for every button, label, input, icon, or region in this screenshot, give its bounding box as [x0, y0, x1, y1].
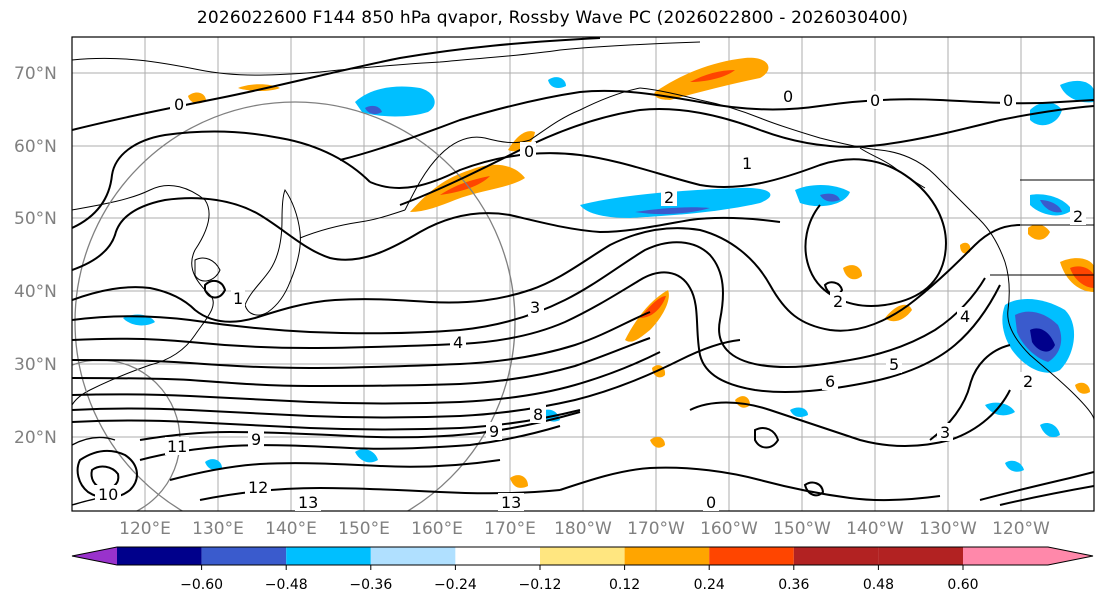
- colorbar-segment: [286, 547, 371, 565]
- lon-label: 140°W: [846, 519, 904, 539]
- colorbar-segment: [455, 547, 540, 565]
- contour-label: 9: [489, 422, 499, 441]
- colorbar-segment: [878, 547, 963, 565]
- colorbar-tick-label: −0.36: [349, 577, 392, 593]
- lon-label: 160°W: [700, 519, 758, 539]
- colorbar-segment: [370, 547, 456, 565]
- contour-label: 13: [501, 493, 521, 512]
- longitude-labels: 120°E 130°E 140°E 150°E 160°E 170°E 180°…: [119, 519, 1050, 539]
- lon-label: 170°E: [484, 519, 536, 539]
- lat-label: 70°N: [14, 64, 57, 84]
- contour-label: 2: [664, 188, 674, 207]
- colorbar: −0.60 −0.48 −0.36 −0.24 −0.12 0.12 0.24 …: [71, 546, 1094, 593]
- colorbar-tick-label: −0.48: [265, 577, 308, 593]
- colorbar-tick-label: −0.24: [434, 577, 477, 593]
- colorbar-tick-label: 0.12: [609, 577, 640, 593]
- reference-circle: [74, 101, 516, 511]
- colorbar-ticks: [201, 565, 964, 570]
- contour-label: 0: [524, 142, 534, 161]
- lon-label: 120°W: [992, 519, 1050, 539]
- colorbar-segment: [624, 547, 710, 565]
- colorbar-left-extension: [72, 547, 117, 565]
- lon-label: 150°W: [773, 519, 831, 539]
- lon-label: 160°E: [411, 519, 463, 539]
- contour-label: 5: [889, 355, 899, 374]
- contour-label: 13: [298, 493, 318, 512]
- colorbar-tick-label: 0.36: [778, 577, 809, 593]
- lon-label: 120°E: [119, 519, 171, 539]
- colorbar-tick-label: 0.48: [863, 577, 894, 593]
- contour-label: 11: [167, 437, 187, 456]
- colorbar-segment: [117, 547, 202, 565]
- lon-label: 170°W: [627, 519, 685, 539]
- lon-label: 180°W: [554, 519, 612, 539]
- coastlines: [72, 41, 1094, 421]
- contour-label: 2: [1023, 372, 1033, 391]
- lat-label: 20°N: [14, 428, 57, 448]
- colorbar-segment: [793, 547, 879, 565]
- lat-label: 60°N: [14, 137, 57, 157]
- lon-label: 130°E: [192, 519, 244, 539]
- contour-label: 6: [825, 372, 835, 391]
- lon-label: 130°W: [919, 519, 977, 539]
- contour-label: 3: [530, 298, 540, 317]
- colorbar-right-extension: [1048, 547, 1093, 565]
- colorbar-tick-label: 0.60: [947, 577, 978, 593]
- colorbar-tick-label: −0.12: [519, 577, 562, 593]
- lon-label: 140°E: [265, 519, 317, 539]
- contour-label-group: 0 0 0 0 0 1 1 2 2 2 2 3 3 4 4 5 6 8 9 9 …: [95, 87, 1086, 512]
- contour-label: 0: [1003, 91, 1013, 110]
- contour-label: 9: [251, 430, 261, 449]
- contour-label: 4: [960, 307, 970, 326]
- lat-label: 30°N: [14, 355, 57, 375]
- lat-label: 50°N: [14, 209, 57, 229]
- contour-label: 12: [248, 478, 268, 497]
- contour-label: 1: [233, 289, 243, 308]
- contour-label: 8: [533, 405, 543, 424]
- lon-label: 150°E: [338, 519, 390, 539]
- contour-label: 0: [706, 493, 716, 512]
- contour-label: 3: [940, 423, 950, 442]
- map-title: 2026022600 F144 850 hPa qvapor, Rossby W…: [196, 8, 909, 28]
- colorbar-segment: [963, 547, 1048, 565]
- colorbar-tick-label: 0.24: [694, 577, 725, 593]
- lat-label: 40°N: [14, 282, 57, 302]
- map-frame: [71, 36, 1095, 512]
- contour-label: 10: [98, 485, 118, 504]
- contour-label: 2: [1073, 207, 1083, 226]
- contour-label: 0: [174, 95, 184, 114]
- contour-label: 2: [833, 292, 843, 311]
- contour-label: 4: [453, 333, 463, 352]
- colorbar-segment: [540, 547, 625, 565]
- colorbar-tick-label: −0.60: [180, 577, 223, 593]
- latitude-labels: 70°N 60°N 50°N 40°N 30°N 20°N: [14, 64, 57, 448]
- colorbar-segment: [709, 547, 794, 565]
- contour-label: 1: [742, 154, 752, 173]
- contour-label: 0: [783, 87, 793, 106]
- colorbar-segment: [201, 547, 287, 565]
- contour-label: 0: [870, 91, 880, 110]
- colorbar-outline: [71, 546, 1094, 566]
